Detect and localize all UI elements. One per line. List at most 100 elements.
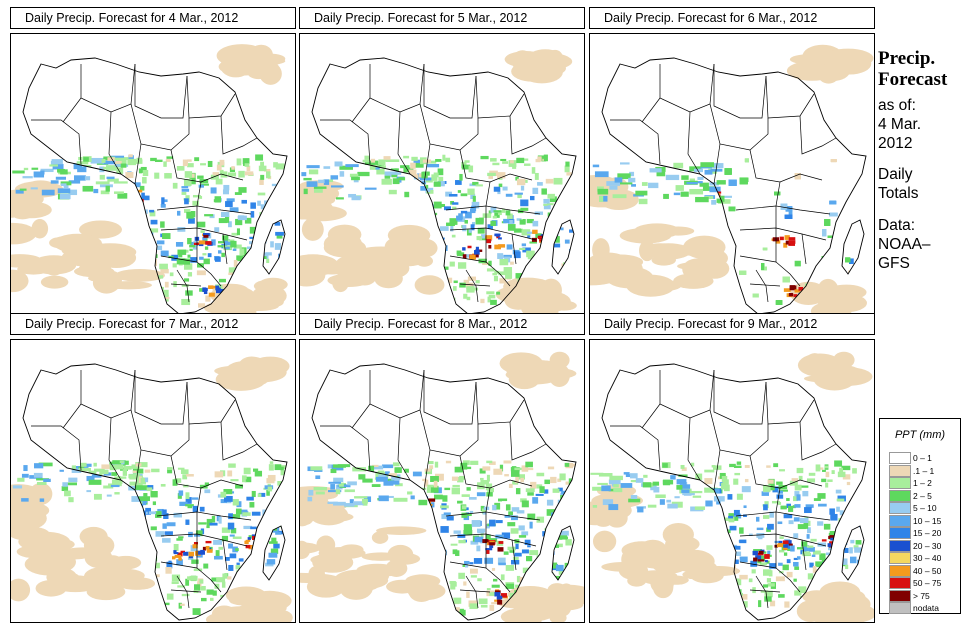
rain-cell: [181, 188, 190, 192]
ocean-precip-field: [11, 356, 293, 622]
rain-cell: [144, 598, 152, 604]
rain-cell: [328, 490, 342, 493]
rain-cell: [119, 545, 124, 549]
rain-cell: [824, 465, 829, 469]
rain-cell: [705, 500, 713, 507]
rain-cell: [265, 252, 272, 256]
rain-cell: [175, 241, 184, 247]
rain-cell: [681, 175, 689, 180]
rain-cell: [480, 604, 488, 608]
rain-cell: [417, 602, 426, 610]
rain-cell: [732, 545, 741, 550]
legend-label: 30 – 40: [913, 553, 942, 564]
rain-cell: [217, 245, 224, 248]
rain-cell: [94, 468, 105, 472]
rain-cell: [228, 543, 233, 549]
rain-cell: [143, 195, 150, 201]
rain-cell: [666, 499, 672, 503]
rain-cell: [547, 530, 554, 537]
rain-cell: [83, 157, 89, 162]
heavy-rain-cell: [203, 233, 210, 237]
rain-cell: [623, 472, 630, 475]
rain-cell: [357, 171, 370, 177]
country-border: [80, 63, 136, 113]
country-border: [62, 403, 82, 429]
rain-cell: [516, 218, 522, 221]
rain-cell: [523, 163, 531, 166]
rain-cell: [131, 496, 143, 502]
legend-swatch: [889, 514, 911, 527]
rain-cell: [794, 491, 800, 497]
country-border: [170, 149, 244, 183]
rain-cell: [521, 243, 527, 247]
heavy-rain-cell: [129, 197, 135, 202]
rain-cell: [244, 163, 250, 167]
rain-cell: [442, 154, 446, 161]
rain-cell: [162, 233, 171, 240]
rain-cell: [520, 477, 524, 483]
rain-cell: [546, 509, 556, 516]
rain-cell: [565, 161, 570, 167]
legend-item: 10 – 15: [889, 514, 941, 528]
rain-cell: [392, 172, 402, 175]
rain-cell: [721, 282, 726, 287]
rain-cell: [532, 187, 539, 195]
rain-cell: [33, 171, 45, 178]
rain-cell: [261, 252, 269, 259]
rain-cell: [766, 465, 771, 468]
rain-cell: [171, 581, 179, 585]
rain-cell: [153, 574, 160, 578]
rain-cell: [260, 574, 264, 581]
rain-cell: [177, 467, 185, 470]
rain-cell: [472, 181, 479, 186]
rain-cell: [482, 262, 489, 266]
rain-cell: [381, 464, 394, 469]
dry-patch: [301, 217, 324, 241]
rain-cell: [592, 164, 600, 168]
data-line1: Data:: [878, 217, 916, 234]
rain-cell: [832, 541, 839, 549]
rain-cell: [125, 594, 133, 597]
rain-cell: [367, 501, 375, 507]
rain-cell: [447, 277, 453, 284]
rain-cell: [306, 165, 320, 169]
rain-cell: [463, 293, 468, 299]
rain-cell: [721, 282, 726, 287]
rain-cell: [378, 505, 385, 509]
rain-cell: [74, 593, 79, 600]
dry-patch: [374, 268, 403, 289]
rain-cell: [382, 222, 388, 226]
heavy-rain-cell: [788, 292, 794, 297]
rain-cell: [840, 544, 845, 547]
rain-cell: [786, 571, 793, 578]
country-border: [765, 381, 815, 425]
rain-cell: [855, 582, 864, 587]
dry-patch: [790, 281, 827, 306]
rain-cell: [797, 547, 806, 550]
dry-patch: [545, 584, 584, 607]
rain-cell: [854, 519, 860, 526]
rain-cell: [323, 179, 330, 185]
rain-cell: [721, 476, 728, 483]
rain-cell: [522, 247, 531, 253]
rain-cell: [160, 204, 166, 208]
rain-cell: [177, 493, 182, 499]
rain-cell: [388, 599, 397, 603]
rain-cell: [268, 552, 278, 558]
country-border: [465, 269, 479, 303]
rain-cell: [722, 302, 729, 307]
rain-cell: [425, 556, 429, 560]
rain-cell: [842, 514, 851, 521]
rain-cell: [108, 483, 122, 487]
rain-cell: [711, 518, 719, 526]
rain-cell: [778, 594, 785, 598]
rain-cell: [368, 465, 375, 472]
country-border: [511, 539, 517, 571]
rain-cell: [858, 197, 866, 205]
rain-cell: [428, 528, 433, 534]
rain-cell: [555, 575, 561, 580]
legend-swatch: [889, 502, 911, 515]
rain-cell: [275, 231, 284, 236]
rain-cell: [553, 243, 561, 248]
rain-cell: [452, 206, 457, 210]
